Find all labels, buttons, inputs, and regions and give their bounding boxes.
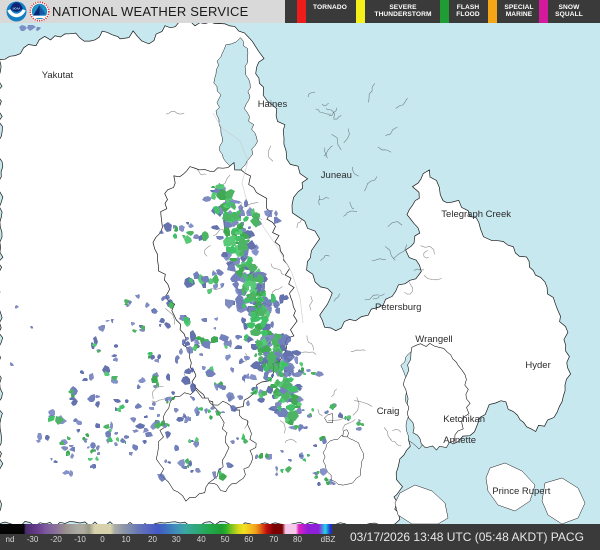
svg-text:NOAA: NOAA bbox=[13, 6, 21, 10]
